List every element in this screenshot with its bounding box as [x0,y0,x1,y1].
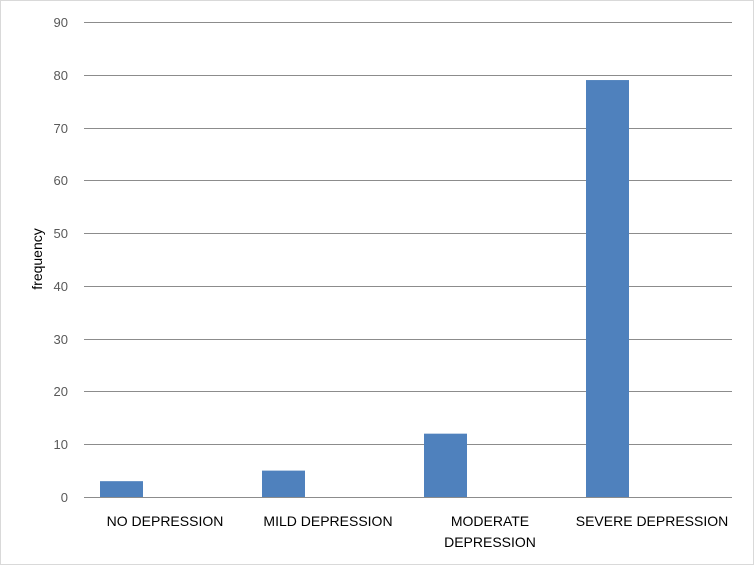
y-tick-label: 90 [54,15,68,30]
x-category-label-line: MILD DEPRESSION [263,513,392,529]
x-category-label: NO DEPRESSION [107,513,224,529]
y-tick-label: 70 [54,121,68,136]
x-category-label-line: DEPRESSION [444,534,536,550]
bars [100,80,629,498]
x-category-label: MILD DEPRESSION [263,513,392,529]
y-tick-label: 20 [54,384,68,399]
x-category-label-line: MODERATE [451,513,529,529]
y-tick-label: 80 [54,68,68,83]
gridlines [84,22,732,498]
x-category-label: SEVERE DEPRESSION [576,513,729,529]
y-tick-label: 10 [54,437,68,452]
y-axis-title: frequency [29,228,45,289]
y-tick-label: 0 [61,490,68,505]
x-category-label: MODERATE DEPRESSION [444,513,536,550]
y-tick-label: 60 [54,173,68,188]
x-category-label-line: SEVERE DEPRESSION [576,513,729,529]
x-axis-labels: NO DEPRESSION MILD DEPRESSION MODERATE DEPR… [107,513,729,550]
x-category-label-line: NO DEPRESSION [107,513,224,529]
y-axis-ticks: 0 10 20 30 40 50 60 70 80 90 [54,15,68,505]
bar-moderate-depression [424,433,467,497]
y-tick-label: 40 [54,279,68,294]
bar-no-depression [100,481,143,497]
bar-mild-depression [262,470,305,497]
bar-severe-depression [586,80,629,498]
y-tick-label: 50 [54,226,68,241]
y-tick-label: 30 [54,332,68,347]
